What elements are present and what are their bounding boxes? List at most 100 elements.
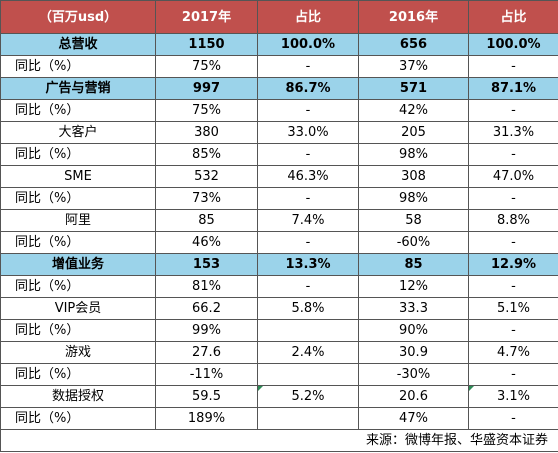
cell-label: 阿里: [0, 209, 156, 232]
cell-share-2016: -: [468, 187, 558, 210]
cell-share-2016: -: [468, 319, 558, 342]
yoy-row: 同比（%） 81% -12% -: [0, 275, 558, 298]
cell-share-2017: [257, 319, 359, 342]
cell-share-2017: 86.7%: [257, 77, 359, 100]
cell-label: 同比（%）: [0, 363, 156, 386]
cell-share-2017: -: [257, 143, 359, 166]
cell-label: SME: [0, 165, 156, 188]
yoy-row: 同比（%） 99% 90% -: [0, 319, 558, 342]
cell-value-2017: 380: [155, 121, 258, 144]
cell-share-2016: 3.1%: [468, 385, 558, 408]
cell-value-2016: -60%: [358, 231, 469, 254]
cell-value-2016: 20.6: [358, 385, 469, 408]
cell-value-2017: 85%: [155, 143, 258, 166]
cell-value-2017: 59.5: [155, 385, 258, 408]
source-note: 来源：微博年报、华盛资本证券: [0, 429, 558, 452]
cell-label: 同比（%）: [0, 143, 156, 166]
cell-value-2017: 73%: [155, 187, 258, 210]
cell-value-2017: 189%: [155, 407, 258, 430]
yoy-row: 同比（%） 85% -98% -: [0, 143, 558, 166]
cell-share-2016: -: [468, 231, 558, 254]
cell-share-2017: -: [257, 275, 359, 298]
yoy-row: 同比（%） 75% -37% -: [0, 55, 558, 78]
section-row: 增值业务 153 13.3% 85 12.9%: [0, 253, 558, 276]
cell-share-2017: -: [257, 231, 359, 254]
cell-share-2017: -: [257, 99, 359, 122]
cell-share-2016: -: [468, 407, 558, 430]
cell-value-2016: 33.3: [358, 297, 469, 320]
cell-label: 同比（%）: [0, 99, 156, 122]
cell-label: 同比（%）: [0, 187, 156, 210]
cell-value-2016: 98%: [358, 187, 469, 210]
yoy-row: 同比（%） 73% -98% -: [0, 187, 558, 210]
header-cell-share-2017: 占比: [257, 0, 359, 34]
cell-value-2016: 308: [358, 165, 469, 188]
cell-value-2017: 46%: [155, 231, 258, 254]
yoy-row: 同比（%） 46% - -60% -: [0, 231, 558, 254]
cell-label: 同比（%）: [0, 319, 156, 342]
table-row: 大客户 380 33.0% 205 31.3%: [0, 121, 558, 144]
cell-value-2017: 81%: [155, 275, 258, 298]
yoy-row: 同比（%） -11% -30% -: [0, 363, 558, 386]
section-row: 广告与营销 997 86.7% 571 87.1%: [0, 77, 558, 100]
cell-label: 同比（%）: [0, 55, 156, 78]
header-cell-value-2017: 2017年: [155, 0, 258, 34]
header-cell-share-2016: 占比: [468, 0, 558, 34]
cell-share-2017: 2.4%: [257, 341, 359, 364]
table-row: SME 532 46.3% 308 47.0%: [0, 165, 558, 188]
table-header-row: （百万usd） 2017年 占比 2016年 占比: [0, 0, 558, 34]
cell-share-2016: -: [468, 99, 558, 122]
cell-label: 增值业务: [0, 253, 156, 276]
cell-value-2016: 30.9: [358, 341, 469, 364]
cell-value-2016: 656: [358, 33, 469, 56]
cell-value-2016: 42%: [358, 99, 469, 122]
cell-share-2016: 47.0%: [468, 165, 558, 188]
cell-value-2016: 12%: [358, 275, 469, 298]
cell-share-2016: -: [468, 55, 558, 78]
cell-value-2017: 153: [155, 253, 258, 276]
cell-value-2016: -30%: [358, 363, 469, 386]
header-cell-value-2016: 2016年: [358, 0, 469, 34]
cell-value-2017: 85: [155, 209, 258, 232]
yoy-row: 同比（%） 75% -42% -: [0, 99, 558, 122]
cell-share-2016: 100.0%: [468, 33, 558, 56]
table-row: VIP会员 66.2 5.8% 33.3 5.1%: [0, 297, 558, 320]
cell-value-2016: 58: [358, 209, 469, 232]
cell-share-2017: 5.8%: [257, 297, 359, 320]
cell-value-2016: 98%: [358, 143, 469, 166]
cell-value-2017: 532: [155, 165, 258, 188]
cell-share-2016: 87.1%: [468, 77, 558, 100]
cell-share-2017: 33.0%: [257, 121, 359, 144]
source-row: 来源：微博年报、华盛资本证券: [0, 429, 558, 452]
cell-value-2016: 47%: [358, 407, 469, 430]
cell-marker-icon: [258, 386, 263, 391]
cell-value-2016: 90%: [358, 319, 469, 342]
cell-share-2017: 5.2%: [257, 385, 359, 408]
cell-share-2017: -: [257, 55, 359, 78]
cell-label: 数据授权: [0, 385, 156, 408]
table-row: 游戏 27.6 2.4% 30.9 4.7%: [0, 341, 558, 364]
cell-value-2016: 85: [358, 253, 469, 276]
cell-share-2016: -: [468, 143, 558, 166]
cell-value-2017: 1150: [155, 33, 258, 56]
cell-label: 大客户: [0, 121, 156, 144]
cell-label: 总营收: [0, 33, 156, 56]
cell-value-2017: 75%: [155, 55, 258, 78]
cell-label: 广告与营销: [0, 77, 156, 100]
cell-share-2017: [257, 363, 359, 386]
cell-share-2016: -: [468, 275, 558, 298]
cell-share-2016: 4.7%: [468, 341, 558, 364]
yoy-row: 同比（%） 189% 47% -: [0, 407, 558, 430]
cell-share-2017: 100.0%: [257, 33, 359, 56]
cell-value-2017: 66.2: [155, 297, 258, 320]
cell-share-2016: -: [468, 363, 558, 386]
cell-value-2017: 75%: [155, 99, 258, 122]
cell-share-2017: 46.3%: [257, 165, 359, 188]
cell-value-2017: 99%: [155, 319, 258, 342]
cell-value-2017: 27.6: [155, 341, 258, 364]
cell-label: 同比（%）: [0, 275, 156, 298]
cell-share-2017: -: [257, 187, 359, 210]
cell-label: 同比（%）: [0, 231, 156, 254]
